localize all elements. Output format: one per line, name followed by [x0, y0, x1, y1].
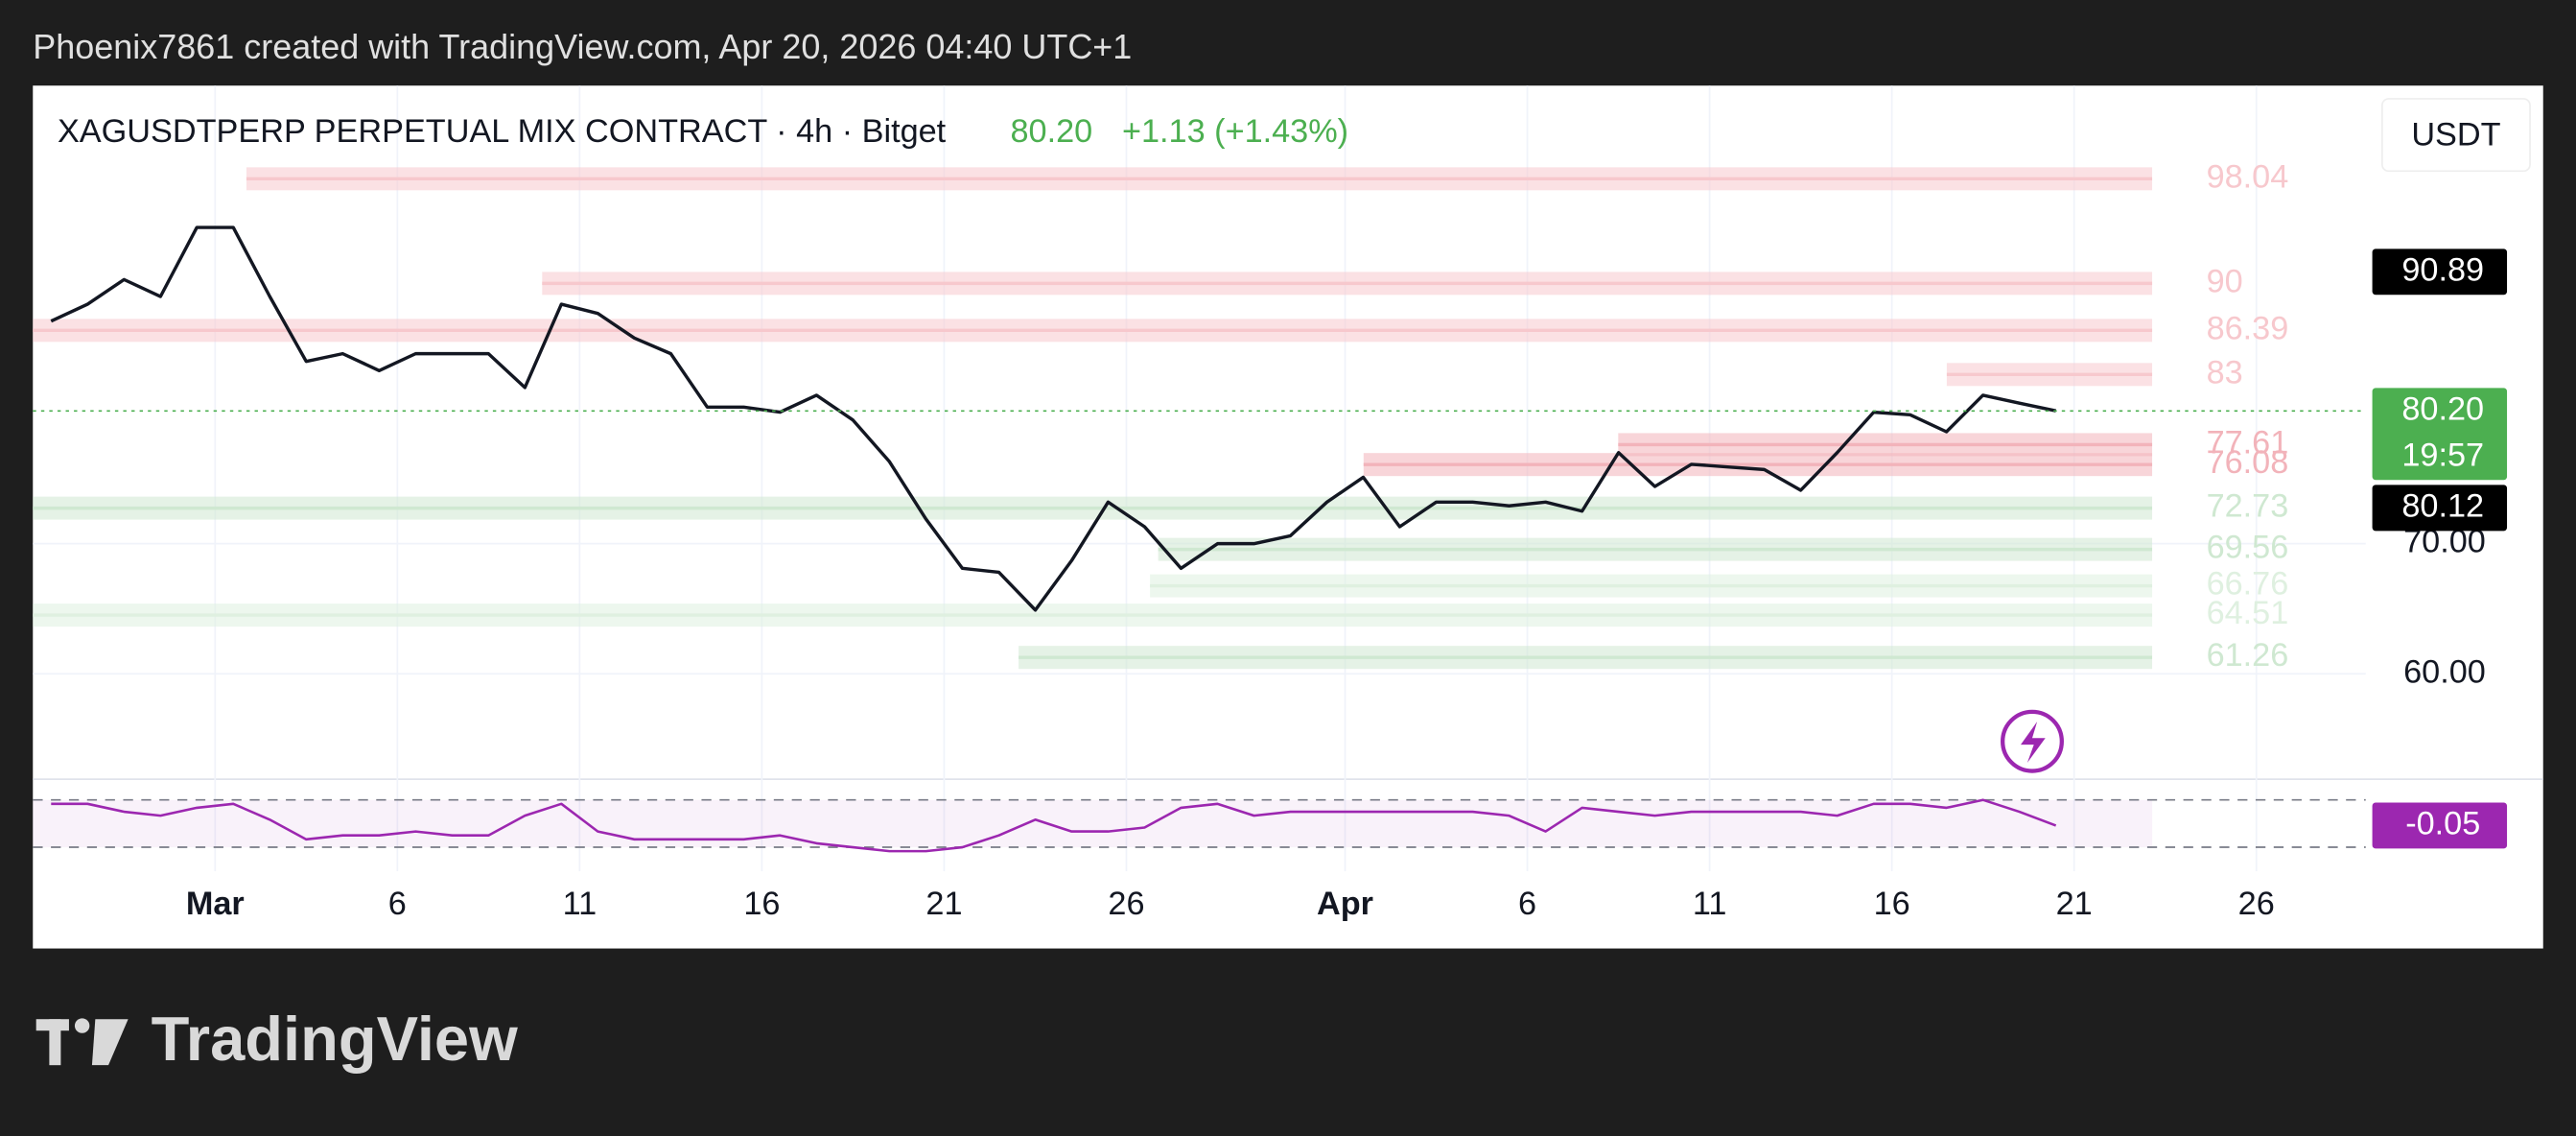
zone-label: 98.04 [2207, 158, 2289, 195]
last-price: 80.20 [1011, 113, 1093, 150]
indicator-line [51, 798, 2057, 853]
countdown: 19:57 [2401, 437, 2484, 473]
axis: Mar 6 11 16 21 26 Apr 6 11 16 21 2660.0070.0090.898… [186, 248, 2508, 922]
x-tick-label: 26 [2238, 886, 2275, 922]
indicator-label: -0.05 [2405, 805, 2480, 841]
logo-mark [35, 1018, 129, 1066]
price-label: 80.20 [2401, 390, 2484, 427]
x-tick-label: 21 [925, 886, 962, 922]
price-label: 90.89 [2401, 251, 2484, 288]
indicator-label-box [2372, 802, 2508, 849]
y-tick-label: 60.00 [2403, 653, 2486, 690]
grid [33, 85, 2366, 872]
zone-label: 64.51 [2207, 595, 2289, 631]
zone-label: 66.76 [2207, 566, 2289, 603]
x-tick-label: 16 [743, 886, 780, 922]
x-tick-label: 21 [2056, 886, 2093, 922]
zone-label: 76.08 [2207, 444, 2289, 481]
price-line [50, 225, 2057, 612]
alert-bolt [2021, 722, 2046, 763]
change: +1.13 (+1.43%) [1122, 113, 1348, 150]
currency-button[interactable] [2381, 98, 2531, 173]
x-tick-label: 16 [1874, 886, 1910, 922]
zones: 98.049086.398377.6176.0872.7369.5666.766… [33, 158, 2288, 674]
x-tick-label: Apr [1317, 886, 1373, 922]
zone-label: 77.61 [2207, 424, 2289, 461]
x-tick-label: Mar [186, 886, 245, 922]
x-tick-label: 26 [1108, 886, 1144, 922]
caption: Phoenix7861 created with TradingView.com… [33, 27, 1132, 66]
price-label-box [2372, 388, 2508, 481]
logo: TradingView [152, 1004, 519, 1074]
zone-label: 83 [2207, 354, 2243, 390]
x-tick-label: 11 [1693, 886, 1727, 922]
alert-icon[interactable] [2001, 709, 2064, 773]
zone-label: 90 [2207, 263, 2243, 299]
price-label-box [2372, 485, 2508, 532]
zone-label: 72.73 [2207, 488, 2289, 525]
x-tick-label: 6 [388, 886, 407, 922]
x-tick-label: 6 [1518, 886, 1536, 922]
chart-title: XAGUSDTPERP PERPETUAL MIX CONTRACT · 4h … [58, 113, 947, 150]
zone-label: 61.26 [2207, 637, 2289, 674]
zone-label: 86.39 [2207, 310, 2289, 346]
zone-label: 69.56 [2207, 530, 2289, 566]
currency[interactable]: USDT [2411, 116, 2500, 153]
plot [33, 225, 2366, 853]
indicator-band [33, 799, 2153, 848]
price-label: 80.12 [2401, 487, 2484, 524]
x-tick-label: 11 [563, 886, 597, 922]
price-label-box [2372, 248, 2508, 296]
